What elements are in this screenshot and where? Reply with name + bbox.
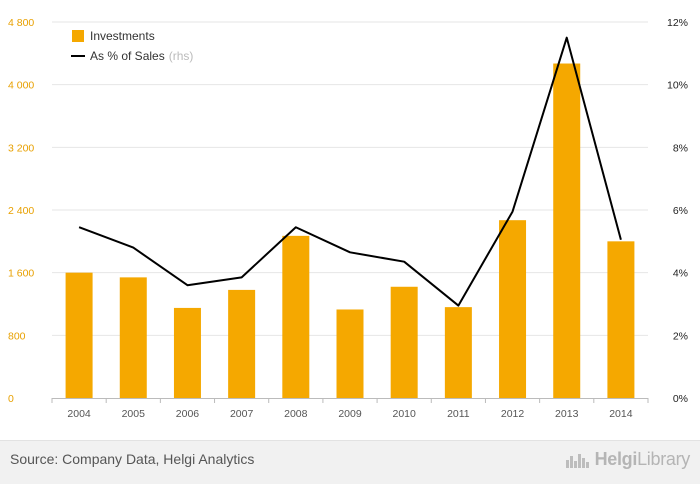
bar-investments <box>282 235 310 398</box>
axes: 0 800 1 600 2 400 3 200 4 000 4 800 0% 2% 4% 6% 8% 1… <box>8 17 688 420</box>
source-note: Source: Company Data, Helgi Analytics <box>10 451 255 467</box>
bars <box>65 63 635 399</box>
x-tick-label: 2013 <box>555 408 579 420</box>
legend-series-suffix: (rhs) <box>169 49 194 63</box>
y-right-tick-label: 0% <box>673 393 688 405</box>
y-left-tick-label: 1 600 <box>8 268 34 280</box>
x-tick-label: 2014 <box>609 408 633 420</box>
x-tick-label: 2011 <box>447 408 470 420</box>
chart: 0 800 1 600 2 400 3 200 4 000 4 800 0% 2% 4% 6% 8% 1… <box>8 17 688 420</box>
bar-investments <box>65 272 93 398</box>
bar-investments <box>119 277 147 398</box>
y-right-tick-label: 12% <box>667 17 688 29</box>
legend-label-investments: Investments <box>90 29 155 43</box>
bar-investments <box>228 289 256 398</box>
gridlines <box>52 21 648 336</box>
x-tick-label: 2006 <box>176 408 200 420</box>
line-as-pct-of-sales <box>78 36 622 307</box>
bar-investments <box>336 309 364 398</box>
city-skyline-icon <box>565 453 589 468</box>
x-tick-label: 2007 <box>230 408 254 420</box>
y-right-tick-label: 4% <box>673 268 688 280</box>
y-left-tick-label: 3 200 <box>8 142 34 154</box>
y-right-tick-label: 8% <box>673 142 688 154</box>
y-right-tick-label: 10% <box>667 80 688 92</box>
y-right-tick-label: 6% <box>673 205 688 217</box>
x-tick-label: 2004 <box>67 408 91 420</box>
x-tick-label: 2012 <box>501 408 525 420</box>
bar-investments <box>499 220 527 398</box>
brand-name: HelgiLibrary <box>594 449 691 469</box>
bar-investments <box>553 63 581 399</box>
x-tick-label: 2009 <box>338 408 362 420</box>
bar-investments <box>173 307 201 398</box>
y-right-tick-label: 2% <box>673 330 688 342</box>
x-tick-label: 2008 <box>284 408 308 420</box>
y-left-tick-label: 0 <box>8 393 14 405</box>
line-series <box>78 36 622 307</box>
y-left-tick-label: 4 800 <box>8 17 34 29</box>
bar-investments <box>390 286 418 398</box>
y-left-tick-label: 4 000 <box>8 80 34 92</box>
bar-investments <box>444 307 472 398</box>
footer: Source: Company Data, Helgi Analytics He… <box>0 440 700 484</box>
bar-investments <box>607 241 635 398</box>
legend-swatch-investments <box>72 30 84 42</box>
brand-logo: HelgiLibrary <box>565 449 690 470</box>
x-tick-label: 2005 <box>122 408 146 420</box>
y-left-tick-label: 800 <box>8 330 26 342</box>
legend-series-name: As % of Sales <box>90 49 165 63</box>
y-left-tick-label: 2 400 <box>8 205 34 217</box>
legend-label-as-pct-of-sales: As % of Sales (rhs) <box>90 49 193 63</box>
legend: Investments As % of Sales (rhs) <box>71 29 193 63</box>
x-tick-label: 2010 <box>393 408 417 420</box>
